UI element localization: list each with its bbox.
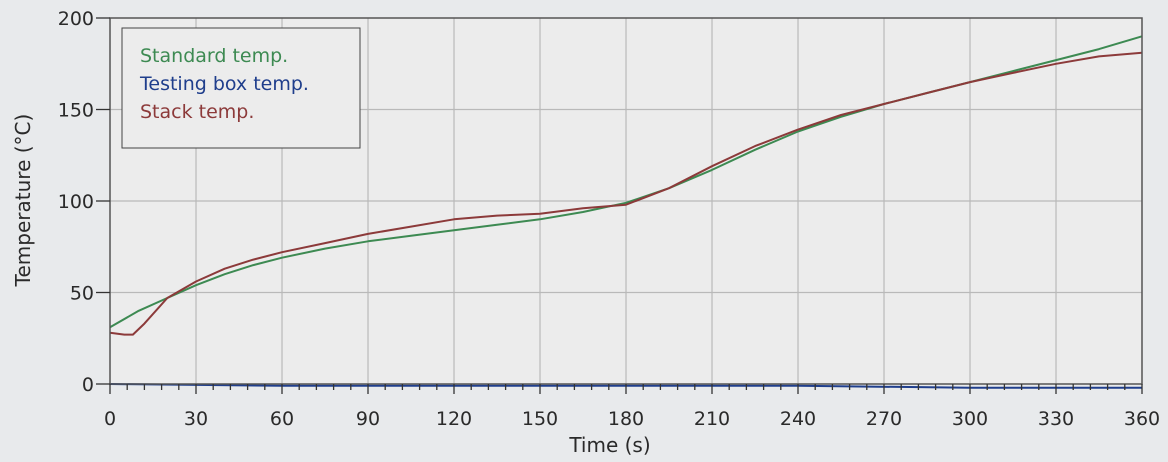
y-axis-title: Temperature (°C)	[11, 114, 35, 288]
x-tick-label: 150	[522, 408, 558, 430]
x-tick-label: 30	[184, 408, 208, 430]
x-tick-label: 210	[694, 408, 730, 430]
axes: 0 30 60 90 120 150 180 210 240 270 300 330 360 0 50 100…	[58, 8, 1160, 430]
y-tick-label: 50	[70, 283, 94, 305]
x-axis-title: Time (s)	[568, 433, 650, 457]
x-tick-label: 90	[356, 408, 380, 430]
x-tick-label: 330	[1038, 408, 1074, 430]
y-tick-label: 150	[58, 100, 94, 122]
legend-box	[121, 27, 361, 149]
x-tick-label: 60	[270, 408, 294, 430]
legend-entry: Stack temp.	[140, 101, 254, 123]
series-line-stack-temp	[109, 51, 1143, 336]
y-tick-label: 0	[82, 374, 94, 396]
x-tick-label: 300	[952, 408, 988, 430]
x-tick-label: 180	[608, 408, 644, 430]
legend-entry: Testing box temp.	[139, 73, 309, 95]
grid-lines	[110, 18, 1142, 384]
y-tick-label: 200	[58, 8, 94, 30]
legend-entry: Standard temp.	[140, 45, 288, 67]
x-tick-label: 360	[1124, 408, 1160, 430]
x-tick-label: 270	[866, 408, 902, 430]
x-tick-label: 0	[104, 408, 116, 430]
x-tick-label: 120	[436, 408, 472, 430]
x-tick-label: 240	[780, 408, 816, 430]
legend: Standard temp. Testing box temp. Stack tem…	[121, 27, 361, 149]
y-tick-label: 100	[58, 191, 94, 213]
